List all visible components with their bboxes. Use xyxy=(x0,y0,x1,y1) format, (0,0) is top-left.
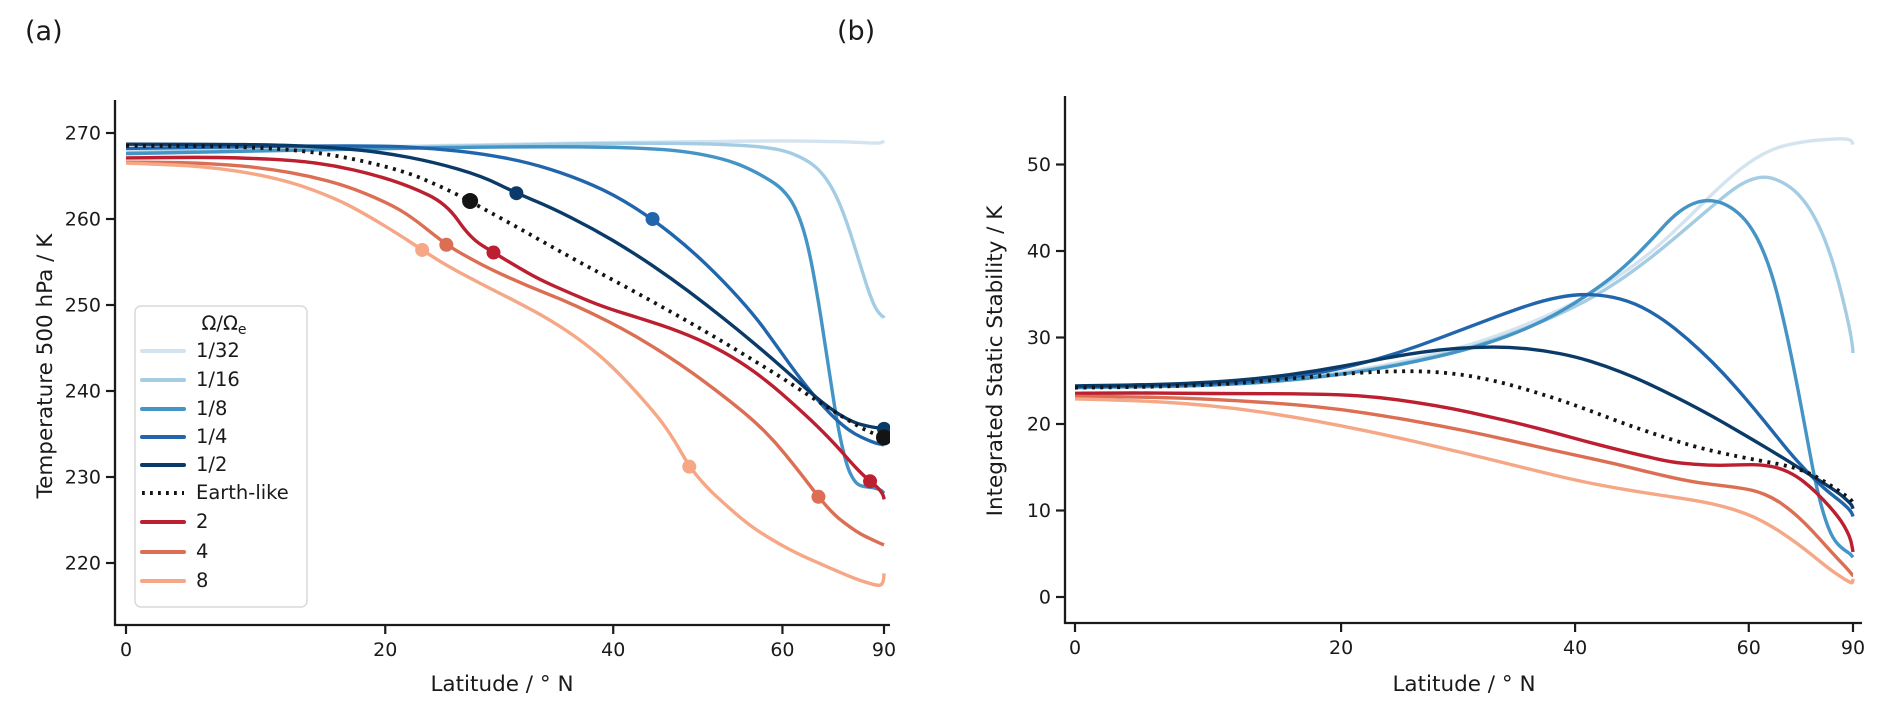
y-tick-label: 40 xyxy=(1027,241,1051,263)
curve-2 xyxy=(125,155,886,500)
curves-layer xyxy=(1074,137,1855,585)
curve-2 xyxy=(1074,391,1855,553)
marker-dot-earth-like xyxy=(876,429,890,446)
marker-dot-2 xyxy=(863,474,878,489)
y-tick-label: 260 xyxy=(65,209,101,231)
x-tick-label: 90 xyxy=(872,639,896,661)
curve-1-2 xyxy=(1074,345,1855,510)
curve-8 xyxy=(125,161,886,588)
legend-label-2: 2 xyxy=(196,510,208,533)
y-tick-label: 220 xyxy=(65,553,101,575)
curve-4 xyxy=(125,160,885,547)
panel-a-yaxis-label: Temperature 500 hPa / K xyxy=(33,233,58,500)
marker-dot-1-4 xyxy=(645,212,660,226)
legend-label-1-8: 1/8 xyxy=(196,397,227,420)
x-tick-label: 0 xyxy=(1069,637,1081,659)
y-tick-label: 50 xyxy=(1027,154,1051,176)
curve-1-16 xyxy=(1074,175,1855,389)
y-tick-label: 0 xyxy=(1039,587,1051,609)
curve-1-4 xyxy=(125,144,885,447)
legend-label-4: 4 xyxy=(196,540,208,563)
x-tick-label: 0 xyxy=(120,639,132,661)
axis-spines xyxy=(1063,96,1862,625)
panel-a-tag: (a) xyxy=(25,16,63,47)
curve-1-8 xyxy=(1074,198,1855,559)
curve-8 xyxy=(1074,397,1855,585)
y-tick-label: 240 xyxy=(65,381,101,403)
curve-1-16 xyxy=(125,141,886,320)
marker-dot-4 xyxy=(439,237,454,252)
curve-4 xyxy=(1074,394,1855,578)
curves-layer xyxy=(125,139,890,588)
x-tick-label: 40 xyxy=(1563,637,1587,659)
x-tick-label: 60 xyxy=(1737,637,1761,659)
curve-earth-like xyxy=(125,144,885,440)
curve-1-8 xyxy=(125,145,886,495)
legend-label-1-16: 1/16 xyxy=(196,368,240,391)
legend-label-1-2: 1/2 xyxy=(196,453,227,476)
panel-b-tag: (b) xyxy=(837,16,875,47)
generated-chart-layer: 0 20 40 60 90270260250240230220Ω/Ωe1/321/161… xyxy=(65,96,1865,661)
legend-label-1-32: 1/32 xyxy=(196,339,240,362)
axis-spines xyxy=(113,100,890,627)
y-tick-label: 250 xyxy=(65,295,101,317)
x-tick-label: 20 xyxy=(373,639,397,661)
panel-b-yaxis-label: Integrated Static Stability / K xyxy=(983,205,1008,517)
legend-label-1-4: 1/4 xyxy=(196,425,227,448)
legend-label-8: 8 xyxy=(196,569,208,592)
y-tick-label: 20 xyxy=(1027,414,1051,436)
x-tick-label: 40 xyxy=(601,639,625,661)
x-tick-label: 60 xyxy=(770,639,794,661)
y-tick-label: 270 xyxy=(65,123,101,145)
panel-b-xaxis-label: Latitude / ° N xyxy=(1392,672,1535,697)
panel-a: 0 20 40 60 90270260250240230220Ω/Ωe1/321/161… xyxy=(65,100,896,661)
curve-1-4 xyxy=(1074,292,1855,518)
x-tick-label: 90 xyxy=(1841,637,1865,659)
y-tick-label: 30 xyxy=(1027,327,1051,349)
curve-earth-like xyxy=(1074,369,1855,505)
panel-b: 0 20 40 60 90 50 40 30 20 10 0 xyxy=(1027,96,1865,659)
marker-dot-8 xyxy=(415,242,430,257)
y-tick-label: 230 xyxy=(65,467,101,489)
marker-dot-1-2 xyxy=(509,186,524,201)
x-tick-label: 20 xyxy=(1329,637,1353,659)
marker-dot-earth-like xyxy=(462,192,479,209)
panel-a-xaxis-label: Latitude / ° N xyxy=(430,672,573,697)
marker-dot-4 xyxy=(811,489,826,504)
marker-dot-8 xyxy=(682,459,697,474)
legend-label-earth-like: Earth-like xyxy=(196,481,289,504)
marker-dot-2 xyxy=(486,245,501,260)
y-tick-label: 10 xyxy=(1027,500,1051,522)
